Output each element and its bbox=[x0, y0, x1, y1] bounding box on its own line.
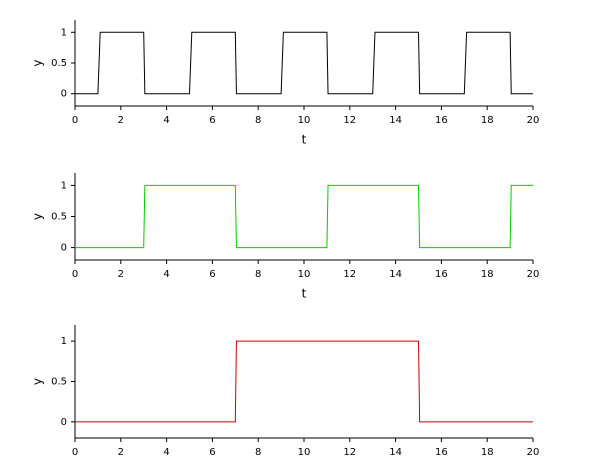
x-axis-label: t bbox=[302, 133, 307, 147]
y-tick-label: 0.5 bbox=[51, 212, 67, 223]
x-tick-label: 6 bbox=[209, 269, 215, 280]
x-tick-label: 10 bbox=[298, 269, 311, 280]
x-tick-label: 16 bbox=[435, 115, 448, 126]
x-tick-label: 18 bbox=[481, 269, 494, 280]
x-tick-label: 20 bbox=[527, 115, 540, 126]
x-tick-label: 14 bbox=[389, 269, 402, 280]
x-tick-label: 8 bbox=[255, 115, 261, 126]
x-tick-label: 10 bbox=[298, 447, 311, 458]
x-tick-label: 0 bbox=[72, 115, 78, 126]
y-axis-label: y bbox=[31, 378, 45, 385]
x-tick-label: 8 bbox=[255, 269, 261, 280]
x-tick-label: 18 bbox=[481, 115, 494, 126]
y-tick-label: 0 bbox=[61, 417, 67, 428]
x-tick-label: 12 bbox=[343, 447, 356, 458]
y-tick-label: 0 bbox=[61, 243, 67, 254]
y-tick-label: 1 bbox=[61, 27, 67, 38]
data-line bbox=[75, 184, 533, 249]
x-tick-label: 0 bbox=[72, 269, 78, 280]
x-tick-label: 2 bbox=[118, 269, 124, 280]
x-tick-label: 16 bbox=[435, 269, 448, 280]
x-tick-label: 2 bbox=[118, 115, 124, 126]
y-tick-label: 0.5 bbox=[51, 58, 67, 69]
x-tick-label: 10 bbox=[298, 115, 311, 126]
data-line bbox=[75, 340, 533, 423]
x-tick-label: 12 bbox=[343, 115, 356, 126]
x-tick-label: 12 bbox=[343, 269, 356, 280]
x-tick-label: 6 bbox=[209, 115, 215, 126]
y-axis-label: y bbox=[31, 213, 45, 220]
y-axis-label: y bbox=[31, 59, 45, 66]
y-tick-label: 1 bbox=[61, 336, 67, 347]
x-tick-label: 4 bbox=[163, 115, 169, 126]
y-tick-label: 0 bbox=[61, 89, 67, 100]
x-tick-label: 2 bbox=[118, 447, 124, 458]
x-axis-label: t bbox=[302, 287, 307, 301]
x-tick-label: 20 bbox=[527, 447, 540, 458]
x-tick-label: 4 bbox=[163, 269, 169, 280]
x-tick-label: 16 bbox=[435, 447, 448, 458]
x-tick-label: 6 bbox=[209, 447, 215, 458]
x-tick-label: 8 bbox=[255, 447, 261, 458]
x-tick-label: 0 bbox=[72, 447, 78, 458]
y-tick-label: 1 bbox=[61, 180, 67, 191]
x-tick-label: 14 bbox=[389, 115, 402, 126]
y-tick-label: 0.5 bbox=[51, 377, 67, 388]
data-line bbox=[75, 31, 533, 95]
x-tick-label: 14 bbox=[389, 447, 402, 458]
x-tick-label: 4 bbox=[163, 447, 169, 458]
x-tick-label: 20 bbox=[527, 269, 540, 280]
x-tick-label: 18 bbox=[481, 447, 494, 458]
